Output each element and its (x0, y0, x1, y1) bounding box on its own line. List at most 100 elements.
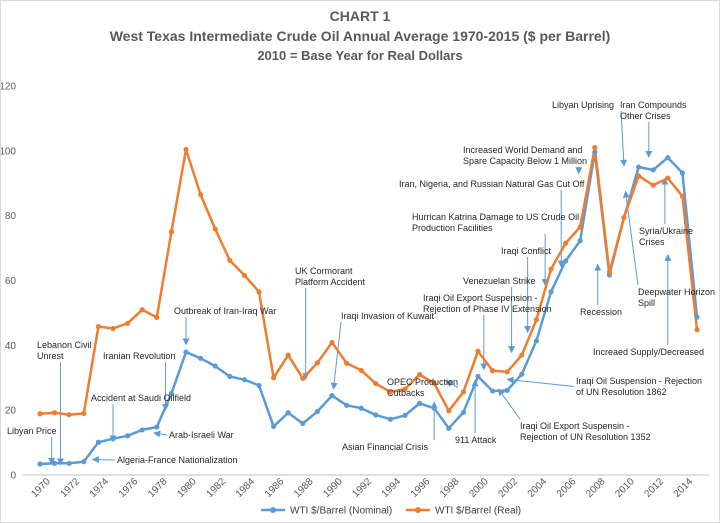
annotation-text: Increased World Demand and (463, 145, 582, 155)
data-point (110, 436, 116, 442)
x-tick-label: 1976 (117, 476, 141, 500)
title-line: West Texas Intermediate Crude Oil Annual… (110, 28, 611, 44)
data-point (504, 387, 510, 393)
annotation-text: Increaed Supply/Decreased (593, 347, 704, 357)
data-point (446, 408, 452, 414)
data-point (548, 266, 554, 272)
title-line: CHART 1 (330, 8, 391, 24)
annotation-text: Iran, Nigeria, and Russian Natural Gas C… (399, 179, 585, 189)
data-point (285, 352, 291, 358)
data-point (125, 433, 131, 439)
annotation-text: Spill (638, 298, 655, 308)
data-point (300, 375, 306, 381)
y-axis: 0 20 40 60 80 100 120 (1, 82, 16, 482)
legend-swatch-marker (415, 507, 421, 513)
data-point (154, 424, 160, 430)
annotation-text: Other Crises (620, 111, 671, 121)
data-point (314, 408, 320, 415)
x-tick-label: 2006 (555, 476, 579, 500)
data-point (256, 382, 262, 389)
annotation: Iranian Revolution (103, 351, 176, 361)
data-point (329, 392, 335, 399)
y-tick-label: 0 (10, 471, 16, 482)
annotation-arrow (445, 380, 459, 388)
y-tick-label: 100 (1, 146, 16, 157)
data-point (621, 215, 627, 221)
data-point (373, 412, 379, 418)
annotation-text: Asian Financial Crisis (342, 442, 429, 452)
annotation-text: Rejection of Phase IV Extension (423, 304, 552, 314)
data-point (95, 439, 101, 445)
annotation-text: Rejection of UN Resolution 1352 (520, 432, 651, 442)
data-point (665, 175, 671, 181)
annotation: Libyan Price (7, 426, 57, 436)
annotation-text: Accident at Saudi Oilfield (91, 393, 191, 403)
data-point (490, 388, 496, 394)
data-point (460, 389, 466, 395)
data-point (402, 412, 408, 418)
annotation-text: Production Facilities (412, 223, 493, 233)
annotation-arrow (506, 376, 575, 387)
annotation-text: Outbreak of Iran-Iraq War (174, 306, 276, 316)
data-point (344, 402, 350, 408)
annotation: 911 Attack (455, 435, 497, 445)
data-point (577, 238, 583, 244)
annotation: Increaed Supply/Decreased (593, 347, 704, 357)
data-point (650, 182, 656, 188)
data-point (358, 405, 364, 411)
x-tick-label: 1986 (263, 476, 287, 500)
annotation: Accident at Saudi Oilfield (91, 393, 191, 403)
series-line-1 (39, 146, 699, 416)
x-tick-label: 1988 (292, 476, 316, 500)
annotation: Iran, Nigeria, and Russian Natural Gas C… (399, 179, 585, 189)
data-point (271, 423, 277, 429)
y-tick-label: 60 (5, 276, 17, 287)
x-axis: 1970 1972 1974 1976 1978 1980 1982 1984 1986 1988… (23, 474, 709, 500)
legend: WTI $/Barrel (Nominal) WTI $/Barrel (Real… (261, 506, 521, 517)
annotation: Iraqi Oil Export Suspensin -Rejection of… (520, 421, 651, 442)
data-point (533, 317, 540, 323)
annotation-text: Cutbacks (387, 388, 425, 398)
data-point (285, 410, 291, 416)
x-tick-label: 2002 (497, 476, 521, 500)
x-tick-label: 1994 (380, 476, 404, 500)
series-line-0 (39, 150, 699, 466)
annotation-text: Lebanon Civil (37, 340, 92, 350)
data-point (95, 323, 101, 330)
annotation-text: Syria/Ukraine (639, 226, 693, 236)
annotation-text: Crises (639, 237, 665, 247)
annotation-text: Iranian Revolution (103, 351, 176, 361)
annotation: Iraqi Invasion of Kuwait (341, 311, 435, 321)
chart-title: CHART 1 West Texas Intermediate Crude Oil… (110, 8, 611, 63)
data-point (431, 380, 437, 386)
data-point (139, 427, 145, 433)
data-point (66, 460, 72, 466)
data-point (636, 164, 642, 170)
annotation-text: Deepwater Horizon (638, 287, 715, 297)
annotation-arrow (153, 430, 168, 438)
data-point (168, 229, 174, 235)
annotation: Hurrican Katrina Damage to US Crude OilP… (412, 212, 579, 233)
data-point (475, 373, 481, 380)
data-point (198, 355, 204, 361)
data-point (183, 146, 189, 153)
data-point (606, 269, 613, 275)
annotation-arrow (620, 110, 628, 167)
title-line: 2010 = Base Year for Real Dollars (257, 48, 462, 63)
x-tick-label: 1984 (234, 476, 258, 500)
annotation-arrow (330, 321, 342, 390)
annotation-text: Iran Compounds (620, 100, 687, 110)
annotation: Recession (580, 307, 622, 317)
data-point (563, 258, 569, 264)
annotation-text: OPEC Production (387, 377, 458, 387)
annotation: Algeria-France Nationalization (117, 455, 238, 465)
data-point (387, 389, 393, 395)
data-point (446, 425, 452, 431)
